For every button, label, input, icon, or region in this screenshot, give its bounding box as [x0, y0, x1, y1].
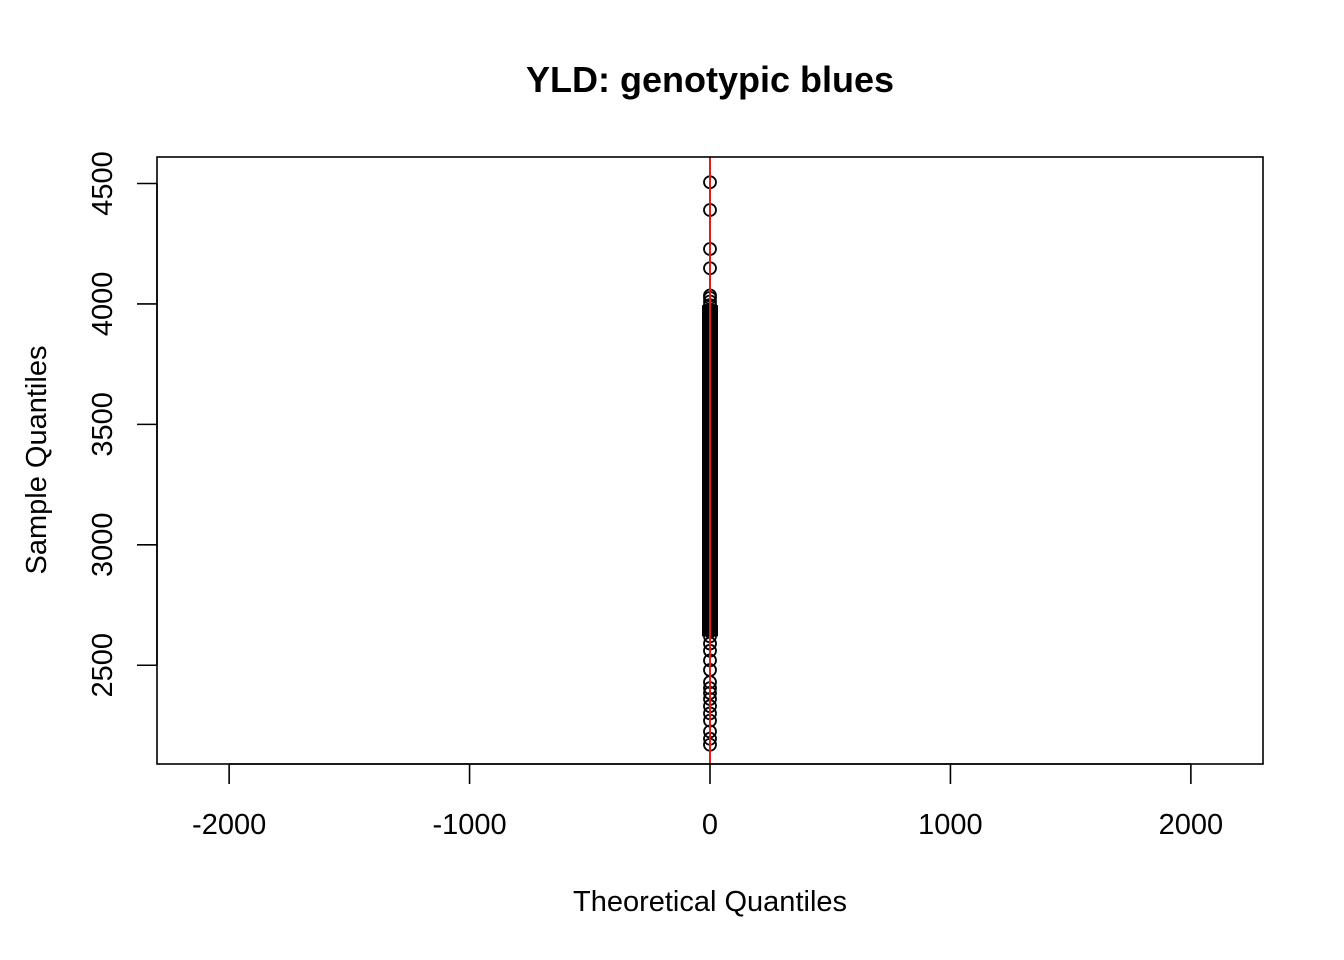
x-tick-label: 1000 [918, 809, 983, 841]
x-tick-label: 0 [702, 809, 718, 841]
x-axis: -2000 -1000 0 1000 2000 [192, 763, 1224, 841]
y-tick-label: 4000 [87, 272, 119, 337]
y-tick-label: 4500 [87, 151, 119, 216]
x-tick-label: -1000 [432, 809, 506, 841]
x-axis-label: Theoretical Quantiles [573, 886, 847, 918]
y-tick-label: 2500 [87, 633, 119, 698]
x-tick-label: 2000 [1159, 809, 1224, 841]
points-layer [702, 157, 718, 764]
y-tick-label: 3500 [87, 392, 119, 457]
y-axis-label: Sample Quantiles [21, 346, 53, 575]
y-tick-label: 3000 [87, 513, 119, 578]
y-axis: 2500 3000 3500 4000 4500 [87, 151, 158, 698]
chart-title: YLD: genotypic blues [526, 59, 894, 100]
x-tick-label: -2000 [192, 809, 266, 841]
